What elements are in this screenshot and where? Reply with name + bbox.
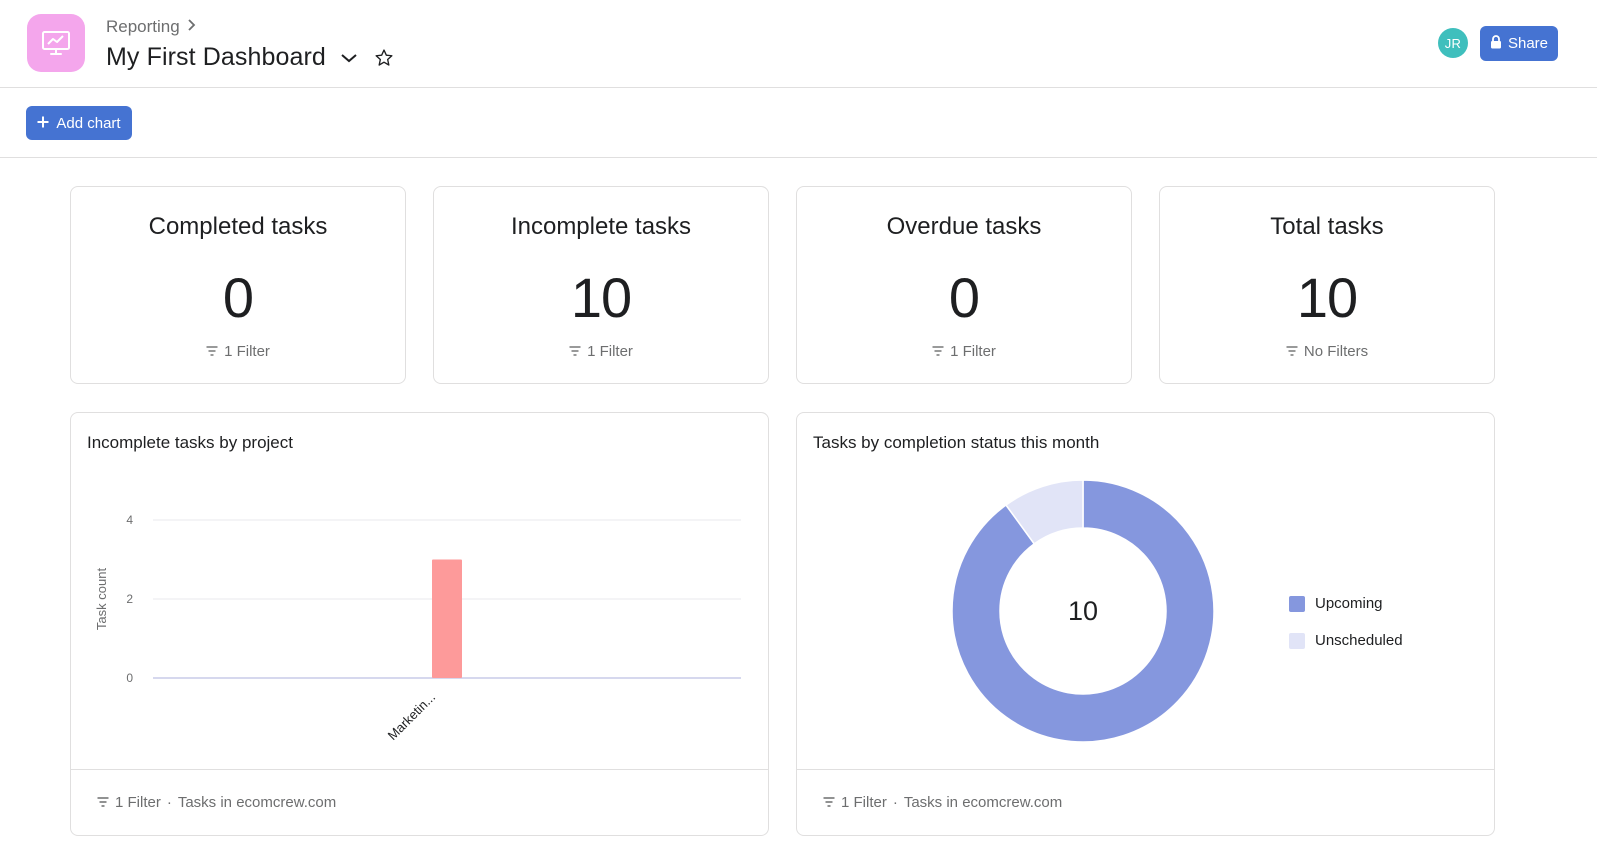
stat-card-incomplete[interactable]: Incomplete tasks 10 1 Filter <box>433 186 769 384</box>
y-tick-label: 0 <box>126 671 133 685</box>
stat-title: Incomplete tasks <box>510 213 692 240</box>
footer-source-label: Tasks in ecomcrew.com <box>177 794 337 811</box>
y-tick-label: 4 <box>126 513 133 527</box>
stat-filter[interactable]: No Filters <box>1160 343 1494 360</box>
footer-source-label: Tasks in ecomcrew.com <box>903 794 1063 811</box>
chart-title: Tasks by completion status this month <box>813 433 1100 452</box>
chevron-down-icon[interactable] <box>340 52 358 64</box>
legend-item-upcoming[interactable]: Upcoming <box>1289 585 1403 622</box>
footer-separator: · <box>166 794 172 811</box>
filter-label: 1 Filter <box>587 343 633 360</box>
filter-label: No Filters <box>1303 343 1369 360</box>
chevron-right-icon <box>186 17 196 37</box>
x-tick-label: Marketin... <box>385 690 439 744</box>
stat-filter[interactable]: 1 Filter <box>71 343 405 360</box>
stat-value: 10 <box>1296 266 1358 329</box>
chart-card-incomplete-by-project[interactable]: Incomplete tasks by project 0 2 4 Task coun… <box>70 412 769 836</box>
dashboard-header: Reporting My First Dashboard JR Share <box>0 0 1597 88</box>
stat-filter[interactable]: 1 Filter <box>797 343 1131 360</box>
filter-icon <box>1286 343 1298 360</box>
chart-footer[interactable]: 1 Filter · Tasks in ecomcrew.com <box>71 769 768 835</box>
stat-title: Completed tasks <box>148 213 328 240</box>
donut-slice-unscheduled[interactable] <box>1004 479 1084 545</box>
stat-value: 0 <box>948 266 980 329</box>
filter-icon <box>97 794 109 811</box>
toolbar: Add chart <box>0 88 1597 158</box>
chart-title: Incomplete tasks by project <box>87 433 293 452</box>
bar-chart: 0 2 4 Task count Marketin... <box>94 513 741 744</box>
stat-title: Total tasks <box>1270 213 1384 240</box>
breadcrumb[interactable]: Reporting <box>106 17 196 37</box>
breadcrumb-reporting[interactable]: Reporting <box>106 17 180 36</box>
filter-icon <box>823 794 835 811</box>
avatar[interactable]: JR <box>1438 28 1468 58</box>
footer-filter-label: 1 Filter <box>841 794 887 811</box>
stat-title: Overdue tasks <box>886 213 1042 240</box>
filter-label: 1 Filter <box>224 343 270 360</box>
bar[interactable] <box>432 559 462 679</box>
page-title[interactable]: My First Dashboard <box>106 43 326 71</box>
legend-swatch <box>1289 595 1305 612</box>
chart-legend: Upcoming Unscheduled <box>1289 585 1403 659</box>
title-row: My First Dashboard <box>106 43 394 72</box>
stat-card-completed[interactable]: Completed tasks 0 1 Filter <box>70 186 406 384</box>
stat-value: 10 <box>570 266 632 329</box>
donut-slice-upcoming[interactable] <box>951 479 1215 743</box>
legend-label: Unscheduled <box>1315 632 1403 649</box>
legend-item-unscheduled[interactable]: Unscheduled <box>1289 622 1403 659</box>
share-button[interactable]: Share <box>1480 26 1558 61</box>
chart-card-completion-status[interactable]: Tasks by completion status this month 10… <box>796 412 1495 836</box>
stat-card-total[interactable]: Total tasks 10 No Filters <box>1159 186 1495 384</box>
legend-swatch <box>1289 632 1305 649</box>
y-axis-label: Task count <box>94 568 109 631</box>
stat-filter[interactable]: 1 Filter <box>434 343 768 360</box>
share-label: Share <box>1507 35 1549 52</box>
plus-icon <box>37 115 49 132</box>
dashboard-icon <box>27 14 85 72</box>
donut-center-total: 10 <box>1068 596 1098 626</box>
donut-chart: 10 <box>951 479 1215 743</box>
footer-separator: · <box>892 794 898 811</box>
dashboard-canvas: Completed tasks 0 1 Filter Incomplete ta… <box>0 159 1597 864</box>
footer-filter-label: 1 Filter <box>115 794 161 811</box>
legend-label: Upcoming <box>1315 595 1383 612</box>
lock-icon <box>1490 34 1502 53</box>
filter-label: 1 Filter <box>950 343 996 360</box>
filter-icon <box>569 343 581 360</box>
stat-card-overdue[interactable]: Overdue tasks 0 1 Filter <box>796 186 1132 384</box>
add-chart-label: Add chart <box>56 114 121 132</box>
y-tick-label: 2 <box>126 592 133 606</box>
stat-value: 0 <box>222 266 254 329</box>
filter-icon <box>206 343 218 360</box>
chart-footer[interactable]: 1 Filter · Tasks in ecomcrew.com <box>797 769 1494 835</box>
star-icon[interactable] <box>374 48 394 68</box>
add-chart-button[interactable]: Add chart <box>26 106 132 140</box>
filter-icon <box>932 343 944 360</box>
